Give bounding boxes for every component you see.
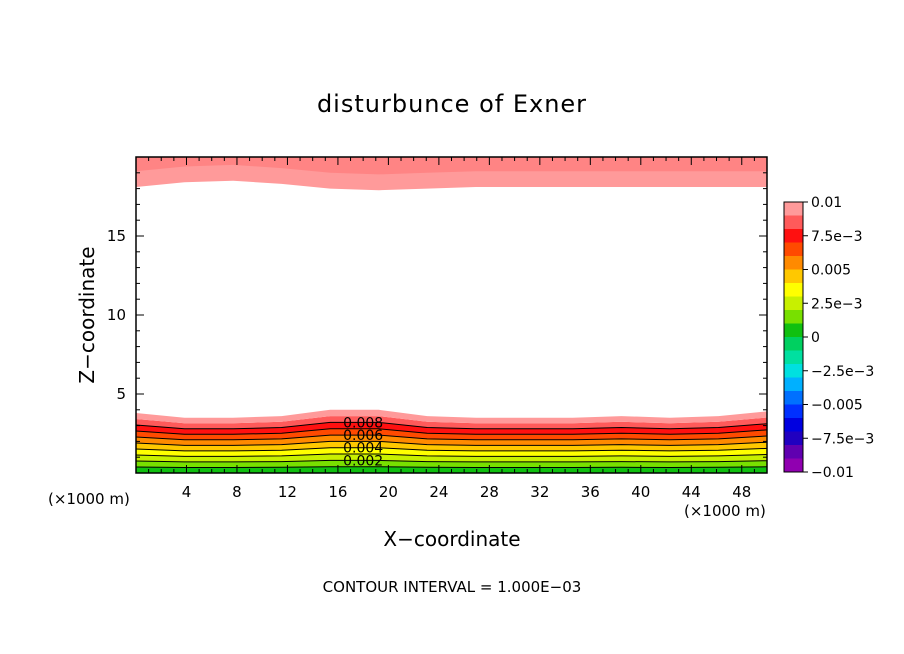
x-tick-label-3: 16 [328, 483, 347, 501]
colorbar-label-0: 0.01 [811, 195, 842, 211]
x-tick-label-5: 24 [429, 483, 448, 501]
contour-label-3: 0.002 [343, 453, 383, 469]
contour-interval-note: CONTOUR INTERVAL = 1.000E−03 [323, 578, 582, 596]
x-tick-label-7: 32 [530, 483, 549, 501]
surface-band-2 [136, 454, 767, 462]
x-tick-label-1: 8 [232, 483, 242, 501]
contour-line-2 [135, 453, 768, 457]
y-tick-label-2: 15 [107, 227, 126, 245]
colorbar-swatch-18 [784, 445, 803, 459]
colorbar-label-2: 0.005 [811, 263, 851, 279]
contour-label-0: 0.008 [343, 415, 383, 431]
surface-band-8 [136, 416, 767, 429]
colorbar-label-3: 2.5e−3 [811, 296, 863, 312]
contour-label-1: 0.006 [343, 428, 383, 444]
colorbar-swatch-8 [784, 310, 803, 324]
colorbar-swatch-12 [784, 364, 803, 378]
colorbar-swatch-13 [784, 377, 803, 392]
colorbar-label-1: 7.5e−3 [811, 229, 863, 245]
x-tick-label-4: 20 [379, 483, 398, 501]
colorbar-swatch-17 [784, 431, 803, 446]
contour-line-6 [135, 428, 768, 435]
contour-lines [135, 421, 768, 469]
colorbar-swatch-7 [784, 296, 803, 311]
colorbar-swatch-2 [784, 229, 803, 243]
colorbar-swatch-11 [784, 350, 803, 365]
x-tick-label-6: 28 [480, 483, 499, 501]
contour-line-4 [135, 440, 768, 446]
upper-boundary-inner [136, 157, 767, 175]
contour-line-5 [135, 434, 768, 441]
colorbar-swatch-3 [784, 242, 803, 257]
surface-band-4 [136, 441, 767, 451]
x-unit-left: (×1000 m) [48, 490, 130, 508]
colorbar: 0.01 7.5e−3 0.005 2.5e−3 0 −2.5e−3 −0.005 −7.5e… [783, 195, 874, 481]
colorbar-swatch-15 [784, 404, 803, 419]
colorbar-swatch-10 [784, 337, 803, 351]
contour-line-1 [135, 459, 768, 463]
colorbar-swatch-1 [784, 215, 803, 230]
x-tick-label-8: 36 [581, 483, 600, 501]
contour-label-2: 0.004 [343, 441, 383, 457]
colorbar-label-5: −2.5e−3 [811, 364, 874, 380]
colorbar-swatch-5 [784, 269, 803, 284]
colorbar-label-8: −0.01 [811, 465, 854, 481]
x-axis: 4 8 12 16 20 24 28 32 36 40 44 48 [148, 157, 755, 501]
contour-line-0 [135, 466, 768, 469]
x-tick-label-0: 4 [182, 483, 192, 501]
colorbar-swatch-14 [784, 391, 803, 405]
y-axis-label: Z−coordinate [75, 246, 99, 383]
colorbar-swatch-16 [784, 418, 803, 432]
x-tick-label-11: 48 [732, 483, 751, 501]
colorbar-swatch-9 [784, 323, 803, 338]
surface-band-9 [136, 409, 767, 424]
colorbar-swatch-19 [784, 458, 803, 473]
colorbar-swatch-6 [784, 283, 803, 297]
chart-title: disturbunce of Exner [317, 90, 587, 118]
x-tick-label-10: 44 [682, 483, 701, 501]
plot-area [136, 157, 767, 473]
y-tick-label-0: 5 [116, 385, 126, 403]
surface-band-6 [136, 428, 767, 440]
colorbar-swatch-4 [784, 256, 803, 270]
x-unit-right: (×1000 m) [684, 502, 766, 520]
x-tick-label-9: 40 [631, 483, 650, 501]
colorbar-label-6: −0.005 [811, 398, 863, 414]
colorbar-label-7: −7.5e−3 [811, 431, 874, 447]
contour-line-7 [135, 421, 768, 430]
x-axis-label: X−coordinate [383, 527, 520, 551]
contour-line-3 [135, 447, 768, 452]
y-tick-label-1: 10 [107, 306, 126, 324]
y-axis: 5 10 15 [107, 172, 767, 458]
colorbar-swatch-0 [784, 202, 803, 216]
surface-band-5 [136, 435, 767, 446]
colorbar-label-4: 0 [811, 330, 820, 346]
x-tick-label-2: 12 [278, 483, 297, 501]
